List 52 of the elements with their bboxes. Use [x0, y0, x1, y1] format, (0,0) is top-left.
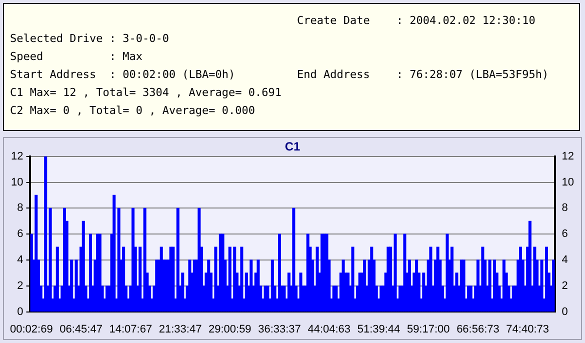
y-tick-label: 12 — [10, 150, 24, 162]
bar — [408, 260, 411, 312]
text: C2 Max= 0 , Total= 0 , Average= 0.000 — [10, 103, 256, 119]
y-tick-label: 8 — [17, 202, 24, 214]
bar — [48, 208, 52, 312]
bar — [256, 260, 260, 312]
text: C1 Max= 12 , Total= 3304 , Average= 0.691 — [10, 85, 283, 101]
bar — [282, 286, 286, 312]
bar — [394, 234, 397, 312]
y2-tick-label: 2 — [562, 280, 568, 292]
x-tick-label: 14:07:67 — [109, 323, 152, 336]
text: Selected Drive : 3-0-0-0 — [10, 31, 170, 47]
bar — [56, 246, 59, 312]
y2-tick-label: 8 — [562, 202, 568, 214]
y2-tick-label: 4 — [562, 254, 568, 266]
y-tick-label: 2 — [17, 280, 24, 292]
bar — [112, 194, 116, 312]
x-tick-label: 44:04:63 — [308, 323, 351, 336]
text: Create Date : 2004.02.02 12:30:10 — [297, 13, 536, 29]
x-tick-label: 51:39:44 — [357, 323, 400, 336]
bar — [325, 234, 328, 312]
y2-tick-label: 10 — [562, 176, 574, 188]
y-tick-label: 10 — [10, 176, 24, 188]
bar — [278, 234, 282, 312]
bar — [334, 286, 338, 312]
y-tick-label: 0 — [17, 306, 24, 318]
bar — [34, 194, 38, 312]
bar — [403, 234, 406, 312]
x-tick-label: 29:00:59 — [208, 323, 252, 336]
x-tick-label: 06:45:47 — [60, 323, 102, 336]
chart-title: C1 — [284, 140, 300, 154]
bar — [270, 260, 274, 312]
text: Speed : Max — [10, 49, 144, 65]
bar — [462, 260, 466, 312]
text: Start Address : 00:02:00 (LBA=0h) — [10, 67, 236, 83]
x-tick-label: 00:02:69 — [10, 323, 53, 336]
x-tick-label: 59:17:00 — [406, 323, 450, 336]
x-tick-label: 21:33:47 — [158, 323, 202, 336]
bar — [389, 246, 392, 312]
bar — [172, 246, 175, 312]
y-tick-label: 4 — [17, 254, 24, 266]
x-tick-label: 74:40:73 — [506, 323, 550, 336]
y-tick-label: 6 — [17, 228, 24, 240]
bar — [429, 246, 432, 312]
bar — [363, 260, 366, 312]
y2-tick-label: 0 — [562, 306, 568, 318]
x-tick-label: 66:56:73 — [456, 323, 500, 336]
text: End Address : 76:28:07 (LBA=53F95h) — [297, 67, 549, 83]
y2-tick-label: 6 — [562, 228, 568, 240]
x-tick-label: 36:33:37 — [258, 323, 301, 336]
bar — [266, 286, 270, 312]
y2-tick-label: 12 — [562, 150, 574, 162]
